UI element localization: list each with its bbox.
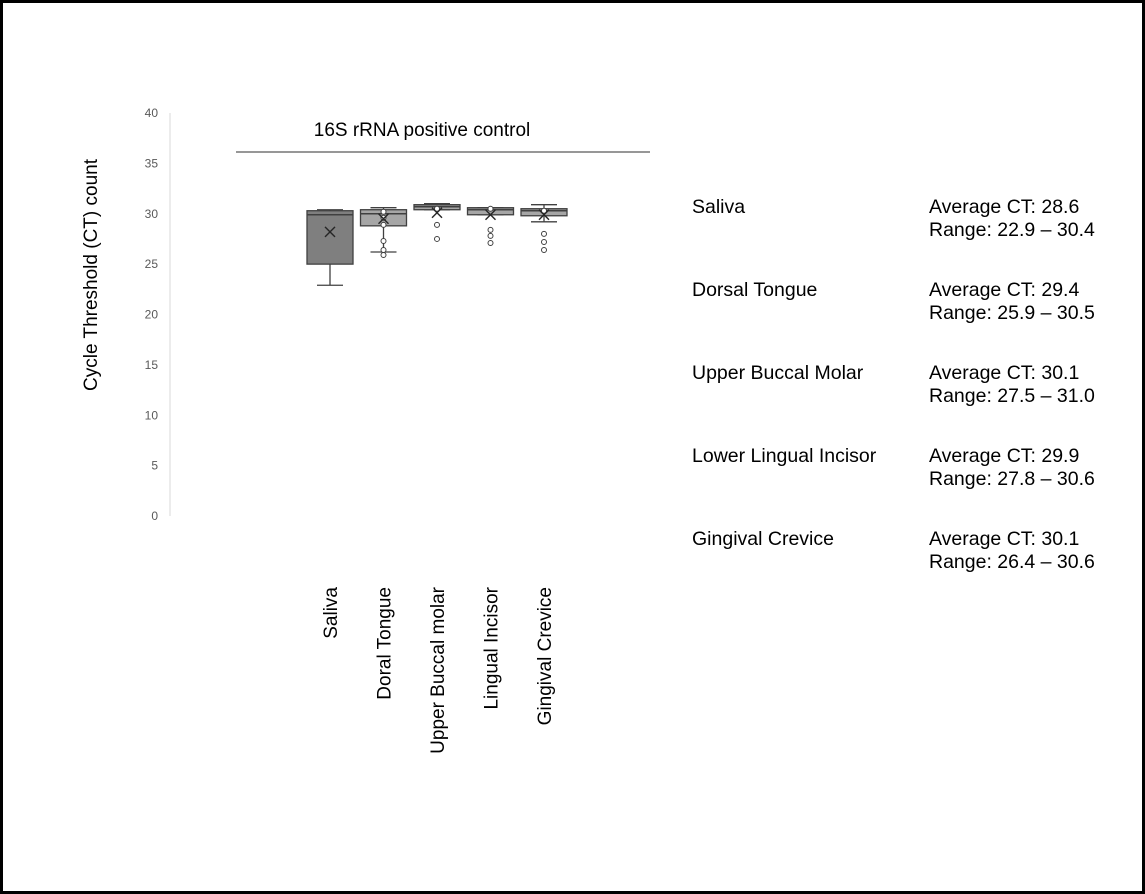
category-label: Saliva xyxy=(321,587,342,639)
summary-average: Average CT: 28.6 xyxy=(929,196,1080,218)
summary-row-lower-lingual-incisor: Lower Lingual Incisor Average CT: 29.9 R… xyxy=(692,445,1142,505)
box-0 xyxy=(306,209,354,286)
inner-point xyxy=(487,205,494,212)
outlier-point xyxy=(434,221,440,228)
summary-range: Range: 26.4 – 30.6 xyxy=(929,551,1095,573)
summary-range: Range: 25.9 – 30.5 xyxy=(929,302,1095,324)
summary-range: Range: 27.5 – 31.0 xyxy=(929,385,1095,407)
y-tick-label: 30 xyxy=(145,207,159,221)
summary-site-name: Saliva xyxy=(692,196,746,218)
y-tick-label: 25 xyxy=(145,257,159,271)
inner-point xyxy=(541,207,547,214)
summary-range: Range: 22.9 – 30.4 xyxy=(929,219,1095,241)
inner-point xyxy=(380,221,387,228)
inner-point xyxy=(380,214,387,221)
y-tick-label: 20 xyxy=(145,308,159,322)
outlier-point xyxy=(487,239,494,246)
y-axis-label: Cycle Threshold (CT) count xyxy=(81,158,102,391)
y-axis: 0 5 10 15 20 25 30 35 40 xyxy=(145,106,171,523)
box-1 xyxy=(359,207,408,259)
summary-site-name: Dorsal Tongue xyxy=(692,279,818,301)
outlier-point xyxy=(541,238,547,245)
summary-row-upper-buccal-molar: Upper Buccal Molar Average CT: 30.1 Rang… xyxy=(692,362,1142,422)
summary-average: Average CT: 29.9 xyxy=(929,445,1080,467)
outlier-point xyxy=(380,252,387,259)
summary-stats: Average CT: 29.4 Range: 25.9 – 30.5 xyxy=(929,279,1095,325)
summary-stats: Average CT: 28.6 Range: 22.9 – 30.4 xyxy=(929,196,1095,242)
mean-marker-stroke xyxy=(431,207,443,219)
y-tick-label: 15 xyxy=(145,358,159,372)
summary-stats: Average CT: 30.1 Range: 27.5 – 31.0 xyxy=(929,362,1095,408)
y-tick-label: 40 xyxy=(145,106,159,120)
box-2 xyxy=(413,203,461,242)
mean-marker xyxy=(378,213,389,225)
mean-marker xyxy=(431,207,443,219)
outlier-point xyxy=(434,235,440,242)
box-series xyxy=(306,203,568,286)
category-label: Doral Tongue xyxy=(375,587,396,700)
summary-row-gingival-crevice: Gingival Crevice Average CT: 30.1 Range:… xyxy=(692,528,1142,588)
category-label: Upper Buccal molar xyxy=(428,586,449,754)
outlier-point xyxy=(487,226,494,233)
mean-marker xyxy=(485,209,496,221)
summary-row-saliva: Saliva Average CT: 28.6 Range: 22.9 – 30… xyxy=(692,196,1142,256)
inner-point xyxy=(434,205,440,212)
y-tick-label: 35 xyxy=(145,156,159,170)
mean-marker xyxy=(324,226,336,238)
summary-average: Average CT: 29.4 xyxy=(929,279,1080,301)
summary-stats: Average CT: 29.9 Range: 27.8 – 30.6 xyxy=(929,445,1095,491)
box-3 xyxy=(466,205,515,246)
category-label: Lingual Incisor xyxy=(482,586,503,709)
category-labels: Saliva Doral Tongue Upper Buccal molar Ling… xyxy=(321,586,556,754)
mean-marker-stroke xyxy=(324,226,336,238)
outlier-point xyxy=(541,247,547,254)
inner-point xyxy=(380,208,387,215)
summary-average: Average CT: 30.1 xyxy=(929,528,1080,550)
mean-marker-stroke xyxy=(378,213,389,225)
mean-marker xyxy=(538,209,550,221)
box-4 xyxy=(520,204,568,254)
outlier-point xyxy=(541,230,547,237)
summary-stats: Average CT: 30.1 Range: 26.4 – 30.6 xyxy=(929,528,1095,574)
y-tick-label: 10 xyxy=(145,408,159,422)
box-body xyxy=(306,210,354,265)
y-tick-label: 0 xyxy=(151,509,158,523)
summary-row-dorsal-tongue: Dorsal Tongue Average CT: 29.4 Range: 25… xyxy=(692,279,1142,339)
mean-marker-stroke xyxy=(485,209,496,221)
outlier-point xyxy=(380,247,387,254)
mean-marker-stroke xyxy=(538,209,550,221)
summary-average: Average CT: 30.1 xyxy=(929,362,1080,384)
outlier-point xyxy=(380,237,387,244)
summary-site-name: Lower Lingual Incisor xyxy=(692,445,877,467)
summary-site-name: Gingival Crevice xyxy=(692,528,834,550)
summary-range: Range: 27.8 – 30.6 xyxy=(929,468,1095,490)
outlier-point xyxy=(487,232,494,239)
summary-site-name: Upper Buccal Molar xyxy=(692,362,864,384)
category-label: Gingival Crevice xyxy=(535,587,556,725)
y-tick-label: 5 xyxy=(151,459,158,473)
chart-annotation: 16S rRNA positive control xyxy=(314,120,531,141)
